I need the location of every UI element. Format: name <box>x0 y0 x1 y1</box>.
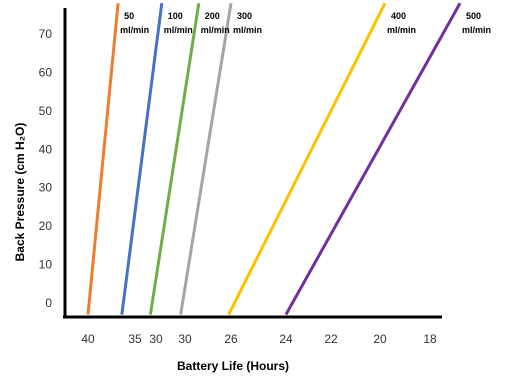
series-label-unit: ml/min <box>462 25 491 35</box>
y-tick-label: 70 <box>39 27 53 41</box>
y-tick-label: 20 <box>39 219 53 233</box>
y-tick-label: 60 <box>39 65 53 79</box>
y-tick-label: 50 <box>39 104 53 118</box>
x-tick-label: 30 <box>178 332 192 346</box>
series-label: 100 <box>168 11 183 21</box>
x-tick-label: 20 <box>373 332 387 346</box>
series-line <box>86 3 120 315</box>
series-label: 500 <box>466 11 481 21</box>
x-tick-label: 30 <box>149 332 163 346</box>
series-labels: 50 ml/min 100 ml/min 200 ml/min 300 ml/min 400 ml… <box>120 11 491 35</box>
series-label: 300 <box>237 11 252 21</box>
x-tick-labels: 40 35 30 30 26 24 22 20 18 <box>81 332 437 346</box>
x-tick-label: 40 <box>81 332 95 346</box>
y-axis-title: Back Pressure (cm H₂O) <box>13 123 27 262</box>
y-tick-labels: 0 10 20 30 40 50 60 70 <box>39 27 53 310</box>
x-tick-label: 22 <box>324 332 338 346</box>
series-label: 50 <box>124 11 134 21</box>
series-line <box>284 2 462 316</box>
series-line <box>120 3 164 315</box>
series-line <box>179 3 233 315</box>
series-line <box>148 3 201 315</box>
series-label-unit: ml/min <box>233 25 262 35</box>
series-line <box>227 2 387 316</box>
y-tick-label: 40 <box>39 142 53 156</box>
y-tick-label: 0 <box>45 296 52 310</box>
x-tick-label: 18 <box>423 332 437 346</box>
x-tick-label: 35 <box>128 332 142 346</box>
x-tick-label: 24 <box>279 332 293 346</box>
series-label-unit: ml/min <box>201 25 230 35</box>
series-label: 400 <box>391 11 406 21</box>
series-label-unit: ml/min <box>387 25 416 35</box>
series-label-unit: ml/min <box>120 25 149 35</box>
x-tick-label: 26 <box>224 332 238 346</box>
y-tick-label: 30 <box>39 181 53 195</box>
y-tick-label: 10 <box>39 258 53 272</box>
series-label: 200 <box>205 11 220 21</box>
series-lines <box>86 2 462 316</box>
x-axis-title: Battery Life (Hours) <box>177 359 289 373</box>
series-label-unit: ml/min <box>164 25 193 35</box>
